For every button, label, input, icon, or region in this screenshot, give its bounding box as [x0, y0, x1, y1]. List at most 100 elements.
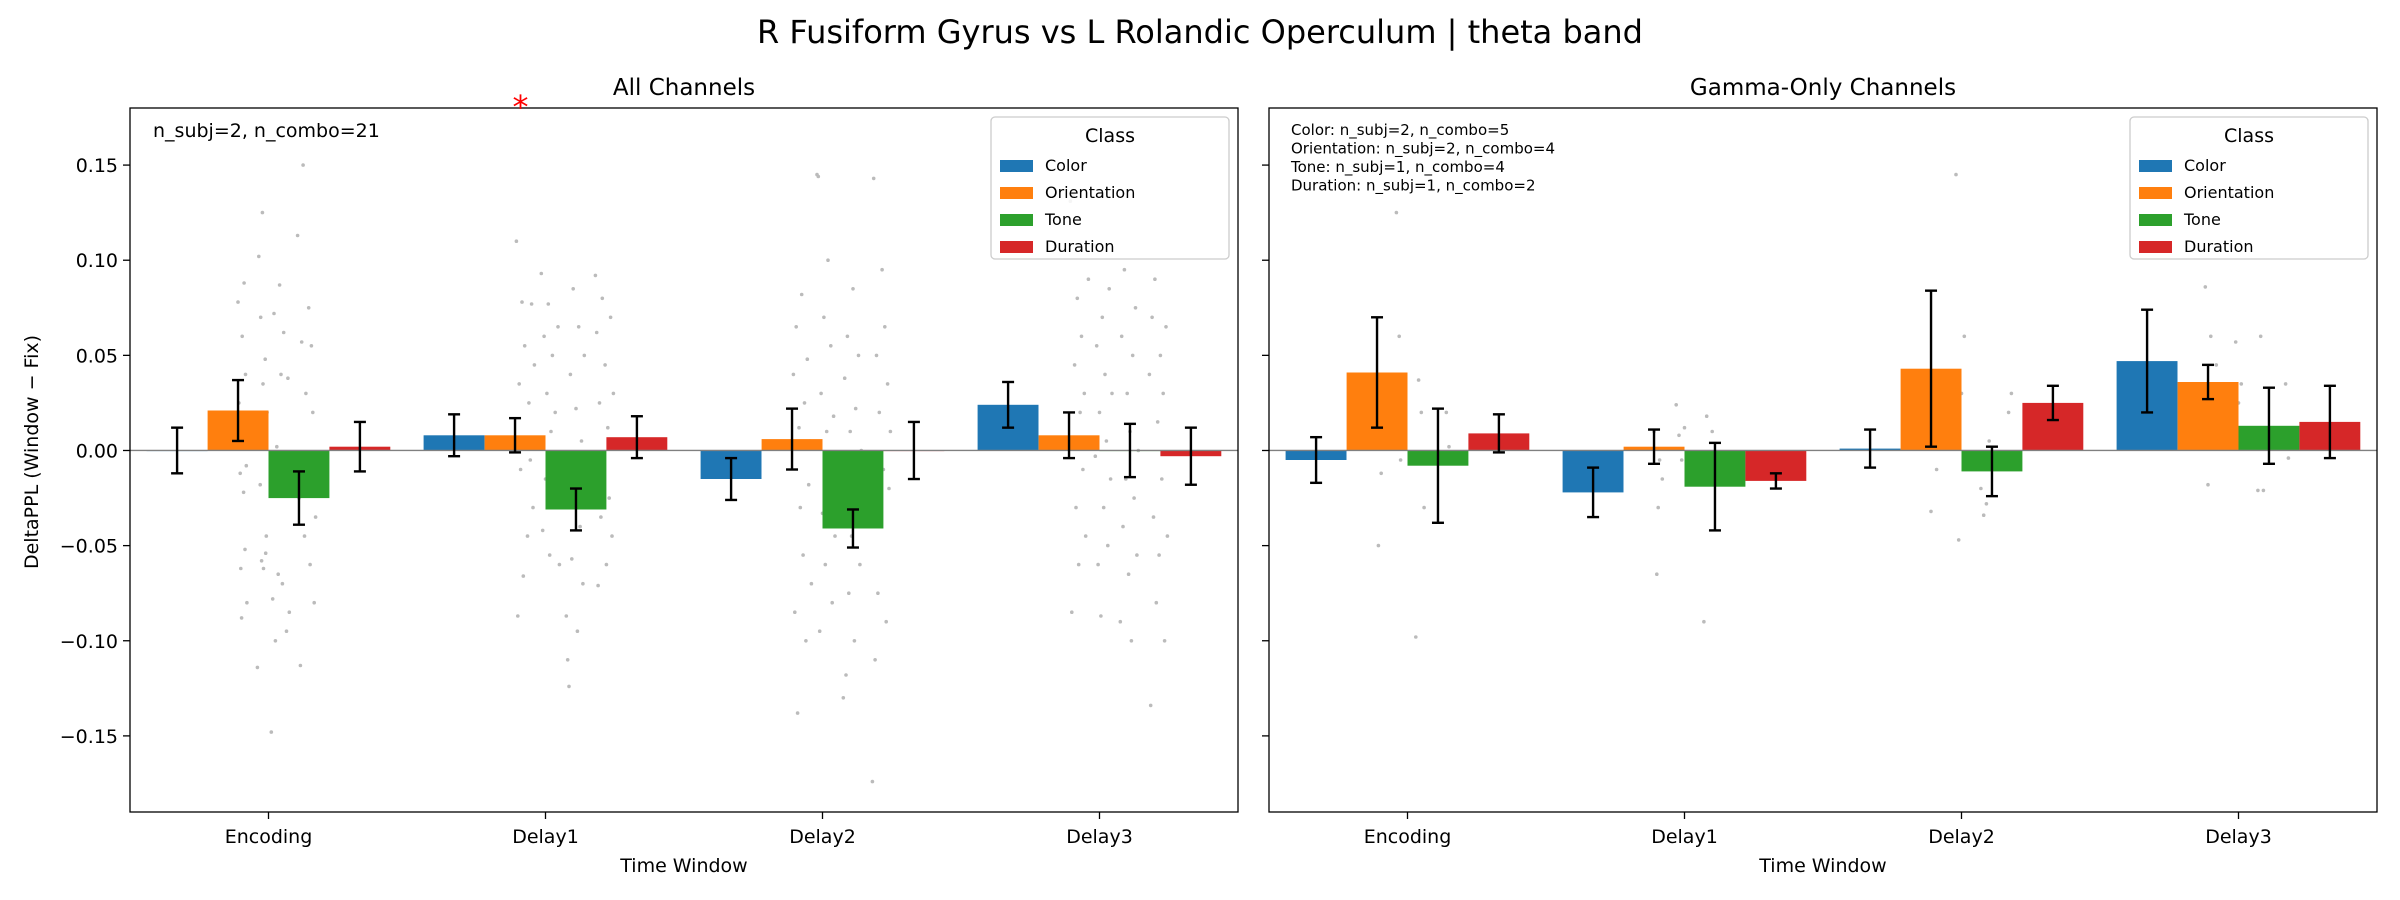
scatter-point — [1094, 344, 1099, 348]
scatter-point — [1076, 562, 1081, 567]
scatter-point — [1122, 267, 1127, 272]
annotation-text: Duration: n_subj=1, n_combo=2 — [1291, 177, 1536, 196]
annotation-text: Orientation: n_subj=2, n_combo=4 — [1291, 140, 1555, 159]
scatter-point — [258, 315, 263, 320]
scatter-point — [1147, 372, 1152, 377]
scatter-point — [1132, 496, 1136, 500]
scatter-point — [853, 406, 858, 411]
scatter-point — [549, 429, 553, 434]
scatter-point — [281, 330, 286, 335]
scatter-point — [1086, 277, 1091, 282]
scatter-point — [804, 639, 808, 643]
scatter-point — [799, 292, 804, 297]
scatter-point — [877, 410, 882, 415]
scatter-point — [1979, 486, 1983, 491]
scatter-point — [871, 176, 876, 181]
scatter-point — [295, 233, 300, 238]
x-tick-label: Delay3 — [2205, 826, 2272, 848]
legend-label: Orientation — [2184, 183, 2274, 202]
scatter-point — [245, 600, 249, 605]
scatter-point — [574, 406, 578, 411]
scatter-point — [611, 391, 616, 396]
scatter-point — [263, 551, 268, 555]
scatter-point — [243, 547, 247, 552]
legend-swatch — [1000, 187, 1033, 199]
scatter-point — [1679, 458, 1684, 462]
legend-swatch — [2139, 160, 2172, 172]
scatter-point — [546, 302, 551, 306]
scatter-point — [1447, 444, 1451, 449]
scatter-point — [2256, 488, 2260, 493]
scatter-point — [600, 296, 605, 301]
scatter-point — [1106, 543, 1110, 548]
scatter-point — [279, 372, 283, 377]
scatter-point — [243, 372, 248, 377]
scatter-point — [887, 486, 891, 491]
scatter-point — [1419, 410, 1424, 415]
scatter-point — [258, 482, 263, 487]
scatter-point — [547, 553, 552, 557]
scatter-point — [1097, 410, 1102, 415]
x-tick-label: Encoding — [225, 826, 313, 848]
scatter-point — [553, 410, 557, 415]
legend-label: Tone — [1044, 210, 1082, 229]
y-tick-label: 0.10 — [76, 250, 118, 272]
scatter-point — [522, 344, 527, 348]
scatter-point — [597, 401, 602, 405]
scatter-point — [1954, 172, 1958, 177]
scatter-point — [308, 562, 312, 567]
scatter-point — [1956, 538, 1961, 542]
scatter-point — [520, 300, 524, 304]
scatter-point — [1155, 420, 1160, 424]
scatter-point — [830, 600, 834, 605]
scatter-point — [518, 467, 523, 472]
scatter-point — [1929, 509, 1933, 514]
legend: Class Color Orientation Tone Duration — [990, 116, 1230, 260]
scatter-point — [848, 429, 852, 434]
figure-title: R Fusiform Gyrus vs L Rolandic Operculum… — [757, 13, 1643, 51]
scatter-point — [1379, 471, 1383, 476]
scatter-point — [2261, 488, 2266, 493]
scatter-point — [545, 391, 549, 396]
scatter-point — [1072, 363, 1077, 367]
scatter-point — [844, 673, 848, 677]
scatter-point — [581, 581, 585, 586]
scatter-point — [1657, 458, 1662, 462]
scatter-point — [257, 254, 261, 259]
scatter-point — [880, 267, 884, 272]
scatter-point — [1160, 477, 1164, 481]
scatter-point — [242, 281, 246, 285]
scatter-point — [259, 559, 264, 563]
legend-label: Duration — [2184, 237, 2254, 256]
scatter-point — [540, 528, 545, 533]
scatter-point — [1376, 543, 1381, 548]
scatter-point — [284, 629, 289, 633]
y-tick-label: −0.15 — [60, 726, 118, 748]
scatter-point — [1110, 391, 1114, 396]
scatter-point — [579, 439, 584, 443]
plot-area: −0.15 −0.10 −0.05 0.00 0.05 0.10 0.15 Encoding D… — [60, 88, 1239, 848]
scatter-point — [608, 315, 613, 320]
scatter-point — [845, 334, 850, 339]
scatter-point — [823, 562, 828, 567]
y-tick-label: −0.05 — [60, 536, 118, 558]
legend-label: Color — [1045, 156, 1087, 175]
scatter-point — [824, 429, 829, 434]
scatter-point — [260, 210, 265, 215]
x-axis-label: Time Window — [1758, 855, 1886, 877]
scatter-point — [1101, 505, 1106, 510]
plot-area: Encoding Delay1 Delay2 Delay3 Color: n_subj=… — [1262, 107, 2378, 848]
scatter-point — [2203, 285, 2208, 289]
scatter-point — [801, 553, 805, 557]
scatter-point — [2206, 482, 2210, 487]
scatter-point — [517, 382, 521, 386]
scatter-point — [241, 490, 246, 495]
legend-label: Orientation — [1045, 183, 1135, 202]
scatter-point — [876, 591, 880, 595]
scatter-point — [847, 591, 851, 595]
scatter-point — [1414, 635, 1418, 639]
scatter-point — [302, 534, 307, 538]
scatter-point — [829, 344, 833, 348]
scatter-point — [576, 325, 581, 329]
scatter-point — [238, 471, 242, 476]
